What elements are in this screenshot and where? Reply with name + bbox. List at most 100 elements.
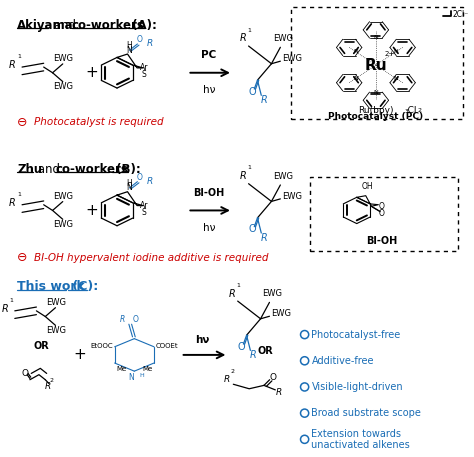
- Text: co-workers: co-workers: [55, 163, 128, 176]
- Text: R: R: [146, 39, 153, 48]
- Text: N: N: [393, 76, 398, 81]
- Text: R: R: [119, 315, 125, 324]
- Text: COOEt: COOEt: [156, 343, 178, 349]
- Text: R: R: [9, 198, 15, 208]
- Text: 1: 1: [237, 283, 240, 288]
- Text: Additive-free: Additive-free: [311, 356, 374, 366]
- Text: H: H: [126, 41, 132, 50]
- Text: PC: PC: [201, 50, 217, 60]
- Text: Photocatalyst (PC): Photocatalyst (PC): [328, 112, 423, 121]
- Text: Visible-light-driven: Visible-light-driven: [311, 382, 403, 392]
- Text: (B):: (B):: [111, 163, 140, 176]
- Text: Ru: Ru: [365, 58, 387, 73]
- Text: H: H: [140, 373, 145, 378]
- Text: Ar: Ar: [140, 64, 148, 72]
- Text: 2+: 2+: [384, 51, 394, 57]
- Text: 2: 2: [230, 369, 234, 374]
- Text: R: R: [9, 60, 15, 70]
- Text: EWG: EWG: [53, 192, 73, 201]
- Text: S: S: [142, 70, 146, 79]
- Text: O: O: [137, 173, 143, 182]
- FancyBboxPatch shape: [291, 7, 463, 119]
- Text: O: O: [133, 315, 138, 324]
- Text: EWG: EWG: [46, 298, 66, 307]
- Text: and: and: [50, 19, 80, 32]
- Text: EWG: EWG: [271, 309, 291, 318]
- Text: N: N: [374, 90, 378, 95]
- Text: H: H: [126, 179, 132, 188]
- Text: N: N: [126, 183, 132, 192]
- Text: Photocatalyst is required: Photocatalyst is required: [35, 117, 164, 128]
- Text: O: O: [137, 35, 143, 44]
- Text: BI-OH: BI-OH: [193, 188, 224, 198]
- Text: N: N: [374, 36, 378, 41]
- Text: EWG: EWG: [53, 82, 73, 91]
- Text: R: R: [229, 288, 236, 298]
- Text: 2: 2: [50, 378, 54, 383]
- Text: ⊖: ⊖: [18, 251, 28, 264]
- FancyBboxPatch shape: [310, 176, 457, 251]
- Text: O: O: [22, 369, 29, 378]
- Text: O: O: [248, 224, 256, 234]
- Text: co-workers: co-workers: [72, 19, 145, 32]
- Text: Photocatalyst-free: Photocatalyst-free: [311, 329, 401, 340]
- Text: 1: 1: [247, 28, 251, 33]
- Text: OR: OR: [257, 346, 273, 356]
- Text: EWG: EWG: [282, 192, 301, 201]
- Text: ⊖: ⊖: [18, 116, 28, 129]
- Text: N: N: [393, 49, 398, 54]
- Text: R: R: [240, 171, 247, 181]
- Text: O: O: [270, 373, 276, 382]
- Text: 1: 1: [9, 298, 14, 303]
- Text: EWG: EWG: [282, 54, 301, 63]
- Text: EWG: EWG: [53, 54, 73, 64]
- Text: Ru(bpy): Ru(bpy): [358, 106, 393, 115]
- Text: R: R: [260, 96, 267, 106]
- Text: R: R: [275, 388, 282, 397]
- Text: OR: OR: [33, 341, 49, 351]
- Text: EWG: EWG: [53, 220, 73, 229]
- Text: hν: hν: [202, 85, 215, 96]
- Text: S: S: [142, 208, 146, 217]
- Text: Extension towards
unactivated alkenes: Extension towards unactivated alkenes: [311, 429, 410, 450]
- Text: R: R: [223, 375, 229, 384]
- Text: Me: Me: [142, 366, 153, 372]
- Text: 1: 1: [17, 54, 21, 59]
- Text: R: R: [1, 304, 8, 314]
- Text: ₃Cl: ₃Cl: [404, 106, 417, 115]
- Text: O: O: [237, 341, 246, 351]
- Text: EWG: EWG: [46, 326, 66, 335]
- Text: +: +: [86, 203, 99, 218]
- Text: +: +: [86, 65, 99, 80]
- Text: 2Cl⁻: 2Cl⁻: [452, 10, 468, 19]
- Text: (C):: (C):: [68, 281, 99, 293]
- Text: R: R: [240, 33, 247, 43]
- Text: N: N: [354, 49, 359, 54]
- Text: BI-OH: BI-OH: [366, 236, 398, 245]
- Text: O: O: [248, 86, 256, 96]
- Text: R: R: [249, 351, 256, 361]
- Text: EtOOC: EtOOC: [90, 343, 113, 349]
- Text: Zhu: Zhu: [17, 163, 42, 176]
- Text: +: +: [73, 347, 86, 362]
- Text: hν: hν: [195, 335, 210, 345]
- Text: N: N: [129, 373, 135, 382]
- Text: BI-OH hypervalent iodine additive is required: BI-OH hypervalent iodine additive is req…: [35, 253, 269, 263]
- Text: and: and: [35, 163, 64, 176]
- Text: 2: 2: [418, 107, 422, 112]
- Text: EWG: EWG: [273, 34, 293, 43]
- Text: hν: hν: [202, 223, 215, 233]
- Text: Me: Me: [116, 366, 126, 372]
- Text: EWG: EWG: [273, 172, 293, 181]
- Text: OH: OH: [362, 182, 373, 191]
- Text: R: R: [146, 177, 153, 186]
- Text: 1: 1: [17, 191, 21, 197]
- Text: Akiyama: Akiyama: [17, 19, 74, 32]
- Text: O: O: [378, 209, 384, 218]
- Text: Ar: Ar: [140, 201, 148, 210]
- Text: Broad substrate scope: Broad substrate scope: [311, 408, 421, 418]
- Text: EWG: EWG: [262, 289, 282, 298]
- Text: R: R: [260, 233, 267, 243]
- Text: This work: This work: [17, 281, 85, 293]
- Text: N: N: [126, 46, 132, 55]
